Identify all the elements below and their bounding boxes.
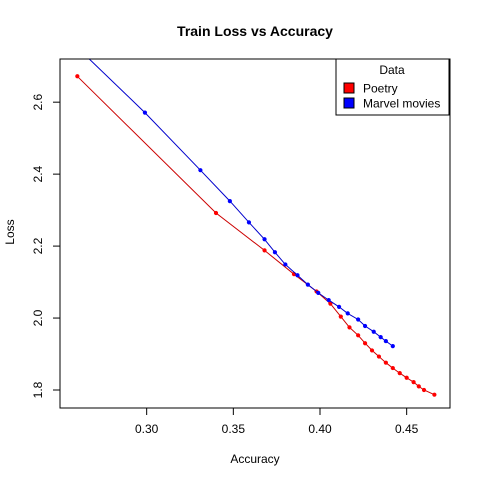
data-point-poetry xyxy=(213,210,219,216)
data-point-poetry xyxy=(369,348,375,353)
data-point-poetry xyxy=(432,392,437,397)
data-point-poetry xyxy=(75,74,80,79)
data-point-marvel-movies xyxy=(142,110,148,115)
x-tick-label: 0.35 xyxy=(222,422,246,436)
y-tick-label: 2.6 xyxy=(31,94,45,111)
data-point-poetry xyxy=(376,354,382,359)
y-tick-label: 2.0 xyxy=(31,309,45,326)
data-point-marvel-movies xyxy=(305,282,310,287)
legend-swatch xyxy=(343,97,355,109)
data-point-marvel-movies xyxy=(283,262,288,267)
x-tick-label: 0.40 xyxy=(308,422,332,436)
y-tick-label: 2.2 xyxy=(31,237,45,254)
data-point-marvel-movies xyxy=(378,335,383,340)
y-axis: 1.8 2.0 2.2 2.4 2.6 xyxy=(31,94,60,398)
data-point-poetry xyxy=(397,371,402,376)
data-point-poetry xyxy=(338,314,343,319)
data-point-marvel-movies xyxy=(198,168,203,173)
data-point-marvel-movies xyxy=(227,199,232,204)
data-point-marvel-movies xyxy=(316,290,321,295)
data-point-poetry xyxy=(404,375,409,380)
data-point-poetry xyxy=(411,379,416,385)
data-point-poetry xyxy=(416,384,421,389)
data-point-poetry xyxy=(362,341,368,346)
data-point-poetry xyxy=(421,387,427,393)
data-point-poetry xyxy=(356,333,361,338)
x-tick-label: 0.45 xyxy=(395,422,419,436)
legend-swatch xyxy=(343,82,355,94)
data-point-marvel-movies xyxy=(295,273,300,278)
legend-item-marvel-movies: Marvel movies xyxy=(343,97,440,111)
data-point-marvel-movies xyxy=(356,317,361,322)
data-point-poetry xyxy=(383,360,388,365)
data-point-poetry xyxy=(262,248,267,253)
data-point-marvel-movies xyxy=(390,344,395,349)
series-marvel-movies xyxy=(88,59,395,349)
data-point-marvel-movies xyxy=(326,297,331,303)
legend-box xyxy=(335,58,450,116)
data-point-marvel-movies xyxy=(362,323,368,329)
y-axis-label: Loss xyxy=(3,219,17,244)
data-point-marvel-movies xyxy=(383,338,388,344)
x-axis-label: Accuracy xyxy=(230,452,279,466)
data-point-marvel-movies xyxy=(345,311,350,316)
data-point-poetry xyxy=(390,365,395,371)
data-point-marvel-movies xyxy=(336,304,342,309)
legend-label: Poetry xyxy=(363,82,398,96)
data-point-poetry xyxy=(328,301,333,306)
chart-title: Train Loss vs Accuracy xyxy=(177,23,333,39)
data-point-marvel-movies xyxy=(262,237,267,242)
y-tick-label: 2.4 xyxy=(31,165,45,182)
x-axis: 0.30 0.35 0.40 0.45 xyxy=(135,408,419,436)
y-tick-label: 1.8 xyxy=(31,381,45,398)
data-point-marvel-movies xyxy=(272,250,278,255)
legend-item-poetry: Poetry xyxy=(343,82,398,96)
data-point-marvel-movies xyxy=(371,329,376,334)
data-point-poetry xyxy=(347,325,352,330)
legend-title: Data xyxy=(379,63,405,77)
data-point-marvel-movies xyxy=(246,220,252,225)
x-tick-label: 0.30 xyxy=(135,422,159,436)
plot-area-frame xyxy=(59,58,451,409)
series-layer xyxy=(75,59,437,397)
legend-label: Marvel movies xyxy=(363,97,440,111)
